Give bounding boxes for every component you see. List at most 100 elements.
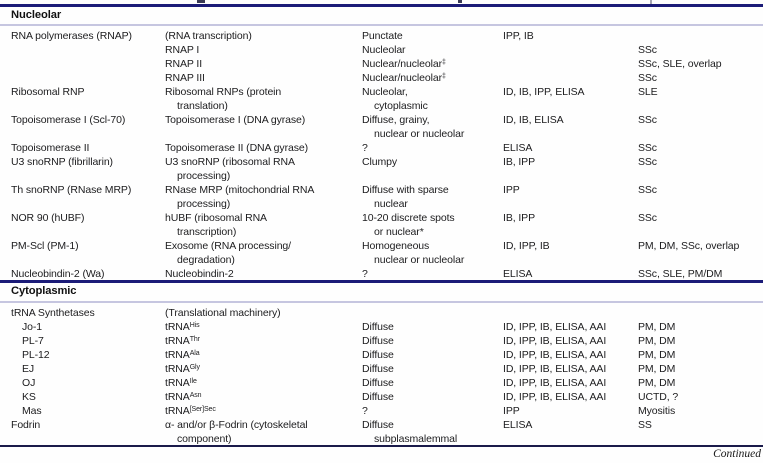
diseases-cell: SSc, SLE, overlap [638,57,762,71]
methods-cell: IB, IPP [503,155,635,169]
cell-line: nuclear or nucleolar [374,128,465,140]
methods-cell: IPP [503,183,635,197]
cell-line: Diffuse with sparse [362,184,449,196]
cell-line: IB, IPP [503,212,535,224]
cell-line: ID, IPP, IB, ELISA, AAI [503,377,607,389]
cell-line: Diffuse [362,419,394,431]
cell-line: Nucleolar, [362,86,408,98]
cell-line: ID, IPP, IB [503,240,550,252]
component-cell: Ribosomal RNPs (protein translation) [165,85,357,113]
cell-line: component) [177,433,232,445]
cell-line: EJ [22,363,35,375]
cell-line: RNAP I [165,44,200,56]
cell-line: Diffuse [362,321,394,333]
pattern-cell: Diffuse [362,320,498,334]
section-rows-cytoplasmic: tRNA Synthetases (Translational machinery… [0,306,763,446]
table-row: NOR 90 (hUBF) hUBF (ribosomal RNA transcri… [0,211,763,239]
section-header-nucleolar: Nucleolar [11,9,62,21]
diseases-cell: SSc [638,183,762,197]
table-row: Nucleobindin-2 (Wa) Nucleobindin-2? ELISA S… [0,267,763,281]
cell-line: ID, IPP, IB, ELISA, AAI [503,391,607,403]
antigen-cell: PM-Scl (PM-1) [11,239,161,253]
table-row: Topoisomerase I (Scl-70) Topoisomerase I … [0,113,763,141]
cell-line: Nuclear/nucleolar‡ [362,72,446,84]
cell-line: SSc [638,142,657,154]
component-cell: tRNAGly [165,362,357,378]
pattern-cell: Diffuse [362,348,498,362]
component-cell: (RNA transcription) [165,29,357,43]
methods-cell: IB, IPP [503,211,635,225]
cell-line: Diffuse [362,377,394,389]
component-cell: RNase MRP (mitochondrial RNA processing) [165,183,357,211]
cell-line: tRNAHis [165,321,200,333]
cell-line: IPP, IB [503,30,534,42]
cell-line: tRNAIle [165,377,197,389]
cell-line: Diffuse [362,363,394,375]
table-row: RNAP II Nuclear/nucleolar‡ SSc, SLE, overl… [0,57,763,71]
pattern-cell: Diffuse with sparse nuclear [362,183,498,211]
component-cell: tRNAIle [165,376,357,392]
diseases-cell: SSc [638,155,762,169]
antigen-cell: Fodrin [11,418,161,432]
table-row: OJ tRNAIle Diffuse ID, IPP, IB, ELISA, AAI P… [0,376,763,390]
cell-line: ? [362,405,368,417]
cell-line: SSc [638,72,657,84]
cell-line: subplasmalemmal [374,433,458,445]
pattern-cell: Nucleolar [362,43,498,57]
cell-line: Jo-1 [22,321,43,333]
cell-line: ID, IB, ELISA [503,114,564,126]
cell-line: (Translational machinery) [165,307,281,319]
methods-cell: ID, IB, IPP, ELISA [503,85,635,99]
pattern-cell: ? [362,141,498,155]
component-cell: tRNAAsn [165,390,357,406]
cell-line: nuclear or nucleolar [374,254,465,266]
cell-line: Myositis [638,405,676,417]
cell-line: Diffuse [362,391,394,403]
diseases-cell: SSc [638,141,762,155]
antigen-cell: Jo-1 [11,320,172,334]
diseases-cell: SSc [638,113,762,127]
cell-line: RNAP II [165,58,203,70]
cell-line: nuclear [374,198,408,210]
cell-line: ELISA [503,268,533,280]
cell-line: PM, DM [638,335,676,347]
diseases-cell: PM, DM [638,362,762,376]
antigen-cell: Mas [11,404,172,418]
section-header-cytoplasmic: Cytoplasmic [11,285,77,297]
cropped-text-fragment [458,0,462,3]
cell-line: Diffuse [362,349,394,361]
diseases-cell: PM, DM [638,376,762,390]
pattern-cell: Diffuse subplasmalemmal [362,418,498,446]
pattern-cell: Homogeneous nuclear or nucleolar [362,239,498,267]
cell-line: tRNAGly [165,363,200,375]
diseases-cell: SLE [638,85,762,99]
cell-line: PL-7 [22,335,44,347]
table-row: RNAP I Nucleolar SSc [0,43,763,57]
component-cell: tRNAAla [165,348,357,364]
cell-line: U3 snoRNP (fibrillarin) [11,156,113,168]
table-row: PL-12 tRNAAla Diffuse ID, IPP, IB, ELISA, A… [0,348,763,362]
section-header-underline [0,301,763,303]
cell-line: SLE [638,86,658,98]
pattern-cell: ? [362,267,498,281]
diseases-cell: PM, DM [638,320,762,334]
cell-line: U3 snoRNP (ribosomal RNA [165,156,295,168]
component-cell: Topoisomerase II (DNA gyrase) [165,141,357,155]
table-bottom-rule [0,445,763,447]
pattern-cell: ? [362,404,498,418]
component-cell: tRNAThr [165,334,357,350]
cell-line: SSc [638,212,657,224]
pattern-cell: Nuclear/nucleolar‡ [362,57,498,73]
component-cell: Nucleobindin-2 [165,267,357,281]
cell-line: ELISA [503,419,533,431]
methods-cell: ID, IPP, IB [503,239,635,253]
antigen-cell: Nucleobindin-2 (Wa) [11,267,161,281]
continued-label: Continued [713,448,761,460]
cell-line: RNA polymerases (RNAP) [11,30,132,42]
cell-line: tRNAAla [165,349,200,361]
cell-line: transcription) [177,226,237,238]
cell-line: PM, DM [638,349,676,361]
antigen-cell: Th snoRNP (RNase MRP) [11,183,161,197]
methods-cell: ELISA [503,418,635,432]
